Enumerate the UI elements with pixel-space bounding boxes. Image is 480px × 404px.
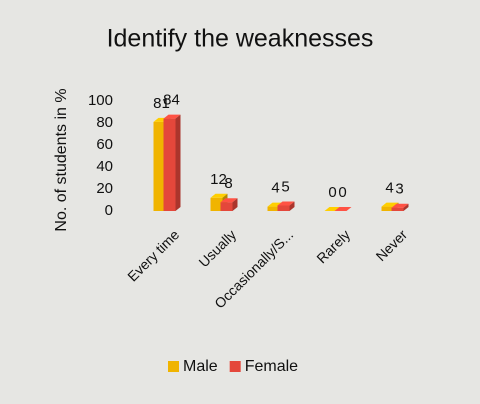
y-tick-label: 80 bbox=[96, 114, 113, 131]
data-label: 4 bbox=[385, 180, 393, 197]
data-label: 5 bbox=[281, 178, 289, 195]
bar bbox=[153, 121, 166, 211]
bar-top bbox=[334, 207, 352, 211]
legend-label: Female bbox=[245, 358, 298, 375]
bar bbox=[267, 206, 280, 211]
y-tick-label: 100 bbox=[88, 92, 113, 109]
y-tick-label: 40 bbox=[96, 158, 113, 175]
y-axis-label: No. of students in % bbox=[53, 88, 70, 231]
bar bbox=[210, 197, 223, 211]
y-tick-label: 0 bbox=[105, 202, 113, 219]
bar-side bbox=[289, 201, 295, 211]
bar bbox=[277, 205, 290, 211]
legend-swatch bbox=[229, 361, 241, 372]
legend-swatch bbox=[168, 361, 179, 372]
bar-top bbox=[391, 203, 409, 208]
bar bbox=[220, 202, 233, 211]
bar bbox=[391, 207, 404, 211]
bar bbox=[381, 206, 394, 211]
legend-label: Male bbox=[183, 358, 218, 375]
data-label: 84 bbox=[163, 92, 180, 109]
bar-top bbox=[163, 114, 181, 119]
bar-side bbox=[175, 114, 181, 211]
data-label: 0 bbox=[328, 184, 336, 201]
bar-top bbox=[277, 201, 295, 206]
y-tick-label: 20 bbox=[96, 180, 113, 197]
data-label: 8 bbox=[224, 175, 232, 192]
bar-side bbox=[403, 203, 409, 211]
data-label: 81 bbox=[153, 95, 170, 112]
chart-title: Identify the weaknesses bbox=[107, 25, 374, 53]
data-label: 4 bbox=[271, 180, 279, 197]
y-tick-label: 60 bbox=[96, 136, 113, 153]
bar-side bbox=[232, 198, 238, 211]
bar-top bbox=[210, 193, 228, 198]
data-label: 3 bbox=[395, 181, 403, 198]
bar bbox=[163, 118, 176, 211]
bar-top bbox=[220, 198, 238, 203]
data-label: 12 bbox=[210, 171, 227, 188]
data-label: 0 bbox=[338, 184, 346, 201]
